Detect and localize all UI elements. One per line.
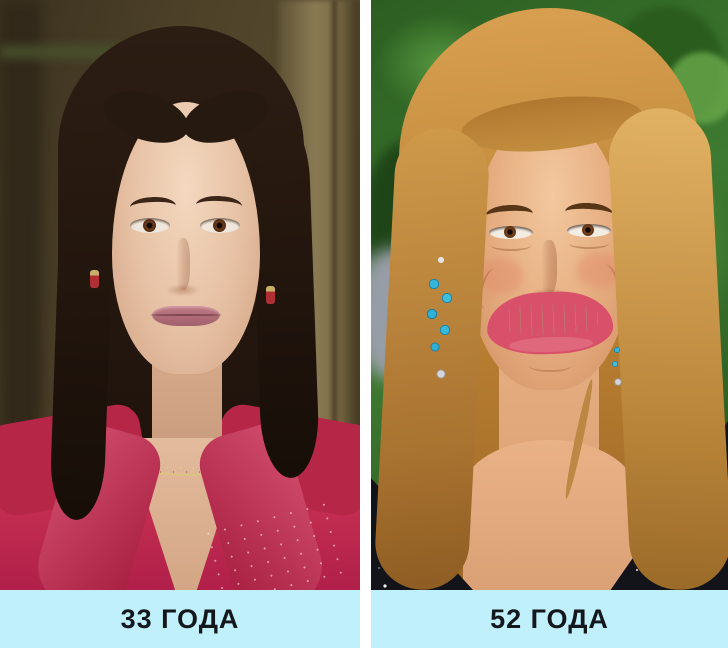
chest (463, 440, 635, 590)
turquoise-earring-small (607, 344, 627, 390)
caption-strip-left: 33 ГОДА (0, 590, 360, 648)
caption-age-52: 52 ГОДА (490, 603, 609, 634)
red-earring-left (90, 270, 99, 288)
gold-necklace (116, 416, 256, 476)
nose (541, 240, 557, 294)
right-eye (200, 218, 240, 233)
left-eye (489, 226, 533, 239)
under-eye-crease-right (569, 238, 609, 249)
caption-strip-right: 52 ГОДА (371, 590, 728, 648)
nose (176, 238, 190, 290)
red-earring-right (266, 286, 275, 304)
right-eye (567, 224, 611, 237)
photo-age-52 (371, 0, 728, 590)
face (112, 102, 260, 374)
lip-line (150, 314, 222, 316)
panel-age-33: 33 ГОДА (0, 0, 360, 648)
left-background-door-line (332, 0, 337, 432)
lips (152, 306, 220, 326)
left-iris (504, 226, 516, 238)
caption-age-33: 33 ГОДА (120, 603, 240, 634)
turquoise-chandelier-earring (419, 252, 461, 384)
panel-age-52: 52 ГОДА (371, 0, 728, 648)
photo-age-33 (0, 0, 360, 590)
right-iris (213, 219, 226, 232)
under-eye-crease-left (491, 240, 531, 251)
left-iris (143, 219, 156, 232)
chin-crease (529, 360, 571, 372)
right-iris (582, 224, 594, 236)
left-eye (130, 218, 170, 233)
cheek-blush-left (477, 258, 523, 294)
nose-tip-shadow (166, 284, 200, 296)
